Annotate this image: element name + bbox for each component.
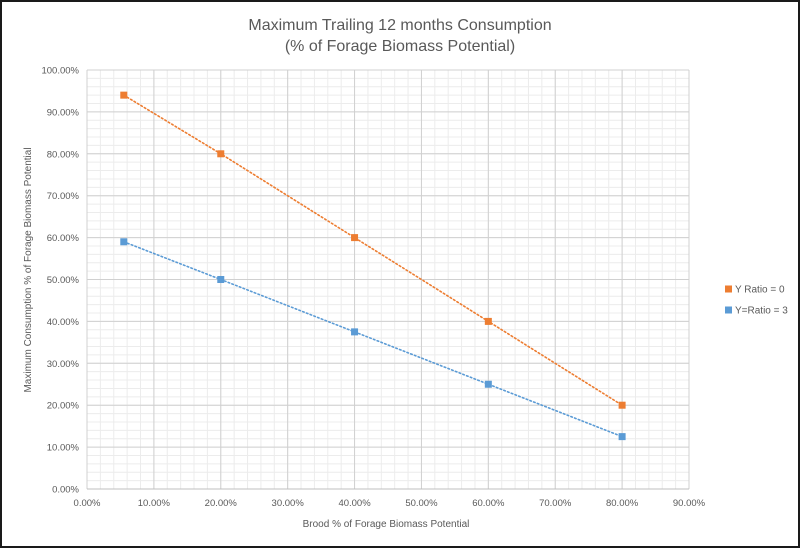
y-tick-label: 50.00% xyxy=(47,275,80,286)
series-1-point xyxy=(618,401,626,409)
chart-title-line: (% of Forage Biomass Potential) xyxy=(285,38,515,55)
y-tick-label: 20.00% xyxy=(47,401,80,412)
series-1-point xyxy=(120,91,128,99)
series-1-point xyxy=(351,234,359,242)
y-tick-label: 90.00% xyxy=(47,107,80,118)
x-tick-label: 30.00% xyxy=(272,498,305,509)
series-1-point xyxy=(484,317,492,325)
y-tick-label: 70.00% xyxy=(47,191,80,202)
series-2-point xyxy=(351,328,359,336)
x-tick-label: 20.00% xyxy=(205,498,238,509)
legend-swatch xyxy=(725,285,732,293)
x-tick-label: 90.00% xyxy=(673,498,706,509)
legend: Y Ratio = 0 Y=Ratio = 3 xyxy=(725,285,788,317)
legend-swatch xyxy=(725,306,732,314)
major-gridlines xyxy=(86,69,690,490)
series-2-point xyxy=(618,433,626,441)
legend-label: Y=Ratio = 3 xyxy=(735,306,788,317)
series-1-point xyxy=(217,150,225,158)
y-tick-label: 40.00% xyxy=(47,317,80,328)
y-tick-label: 100.00% xyxy=(41,66,79,77)
legend-label: Y Ratio = 0 xyxy=(735,285,785,296)
x-tick-label: 80.00% xyxy=(606,498,639,509)
x-axis-label: Brood % of Forage Biomass Potential xyxy=(303,519,470,530)
x-tick-label: 50.00% xyxy=(405,498,438,509)
y-tick-label: 10.00% xyxy=(47,443,80,454)
x-axis-tick-labels: 0.00% 10.00% 20.00% 30.00% 40.00% 50.00% 60.00… xyxy=(74,498,706,509)
x-tick-label: 0.00% xyxy=(74,498,101,509)
series-2-point xyxy=(484,380,492,388)
series-2-point xyxy=(120,238,128,246)
series-line-1 xyxy=(122,94,623,407)
x-tick-label: 10.00% xyxy=(138,498,171,509)
y-axis-tick-labels: 0.00% 10.00% 20.00% 30.00% 40.00% 50.00% 60.00… xyxy=(41,66,79,496)
y-tick-label: 30.00% xyxy=(47,359,80,370)
series-markers xyxy=(120,91,626,441)
x-tick-label: 60.00% xyxy=(472,498,505,509)
series-2-point xyxy=(217,276,225,283)
y-tick-label: 60.00% xyxy=(47,233,80,244)
y-tick-label: 80.00% xyxy=(47,149,80,160)
chart-title-line: Maximum Trailing 12 months Consumption xyxy=(248,17,551,34)
chart-title: Maximum Trailing 12 months Consumption (%… xyxy=(248,17,551,55)
x-tick-label: 70.00% xyxy=(539,498,572,509)
y-axis-label: Maximum Consumption % of Forage Biomass … xyxy=(23,147,34,392)
x-tick-label: 40.00% xyxy=(338,498,371,509)
y-tick-label: 0.00% xyxy=(52,485,79,496)
series-lines xyxy=(122,94,623,438)
